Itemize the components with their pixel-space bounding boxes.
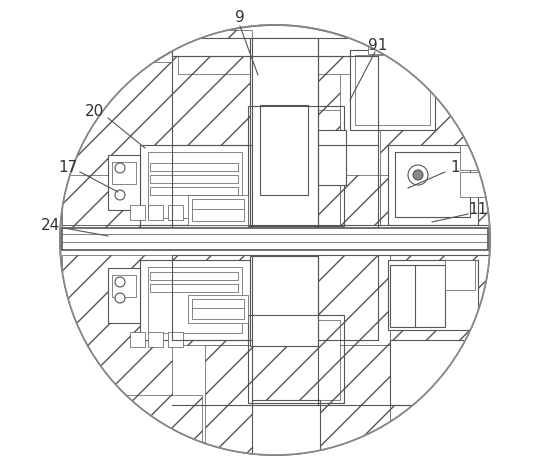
Bar — [108, 268, 140, 323]
Bar — [130, 205, 145, 220]
Bar — [172, 255, 252, 345]
Bar — [148, 205, 163, 220]
Circle shape — [115, 293, 125, 303]
Circle shape — [60, 25, 490, 455]
Bar — [248, 106, 344, 226]
Text: 9: 9 — [235, 10, 245, 26]
Bar — [340, 175, 380, 225]
Bar — [445, 260, 475, 290]
Bar — [250, 55, 340, 215]
Bar — [150, 175, 238, 183]
Bar — [460, 172, 488, 197]
Bar — [188, 195, 248, 225]
Bar — [395, 345, 485, 400]
Bar — [255, 262, 313, 292]
Bar — [112, 275, 136, 297]
Bar — [62, 395, 202, 450]
Bar — [192, 299, 244, 319]
Bar — [380, 175, 490, 225]
Bar — [150, 284, 238, 292]
Text: 24: 24 — [40, 218, 59, 233]
Bar — [172, 38, 378, 56]
Bar — [62, 228, 488, 250]
Bar — [322, 135, 342, 180]
Bar — [390, 340, 490, 405]
Bar — [350, 50, 435, 130]
Bar — [62, 62, 172, 232]
Bar — [388, 145, 478, 225]
Bar — [130, 332, 145, 347]
Bar — [150, 163, 238, 171]
Bar — [300, 255, 390, 345]
Bar — [248, 315, 344, 403]
Bar — [168, 205, 183, 220]
Bar — [252, 110, 340, 225]
Text: 91: 91 — [368, 37, 388, 52]
Bar — [112, 162, 136, 184]
Bar — [62, 255, 172, 435]
Circle shape — [408, 165, 428, 185]
Bar — [148, 267, 242, 333]
Bar — [252, 400, 320, 455]
Circle shape — [115, 190, 125, 200]
Bar — [390, 255, 490, 435]
Bar — [380, 50, 490, 225]
Bar — [192, 199, 244, 221]
Bar — [62, 175, 172, 225]
Circle shape — [115, 163, 125, 173]
Bar — [252, 320, 340, 400]
Bar — [390, 265, 445, 327]
Circle shape — [447, 382, 463, 398]
Bar — [172, 30, 252, 160]
Bar — [140, 260, 250, 340]
Text: 20: 20 — [85, 105, 104, 120]
Bar — [178, 44, 372, 74]
Bar — [188, 295, 248, 323]
Bar — [168, 332, 183, 347]
Bar — [148, 152, 242, 218]
Bar — [260, 405, 312, 420]
Circle shape — [413, 170, 423, 180]
Bar — [148, 332, 163, 347]
Bar — [368, 42, 388, 54]
Bar — [395, 152, 470, 217]
Bar — [255, 44, 313, 104]
Bar — [460, 145, 488, 170]
Bar — [108, 155, 140, 210]
Text: 11: 11 — [469, 203, 488, 218]
Circle shape — [115, 277, 125, 287]
Bar — [390, 340, 500, 435]
Bar — [318, 130, 346, 185]
Bar — [172, 175, 252, 225]
Bar — [205, 345, 390, 455]
Bar — [355, 55, 430, 125]
Bar — [140, 145, 250, 225]
Bar — [250, 256, 318, 346]
Bar — [250, 38, 318, 228]
Text: 1: 1 — [450, 161, 460, 176]
Bar — [150, 187, 238, 195]
Bar — [260, 105, 308, 195]
Bar — [150, 272, 238, 280]
Bar — [388, 260, 478, 330]
Text: 17: 17 — [58, 161, 78, 176]
